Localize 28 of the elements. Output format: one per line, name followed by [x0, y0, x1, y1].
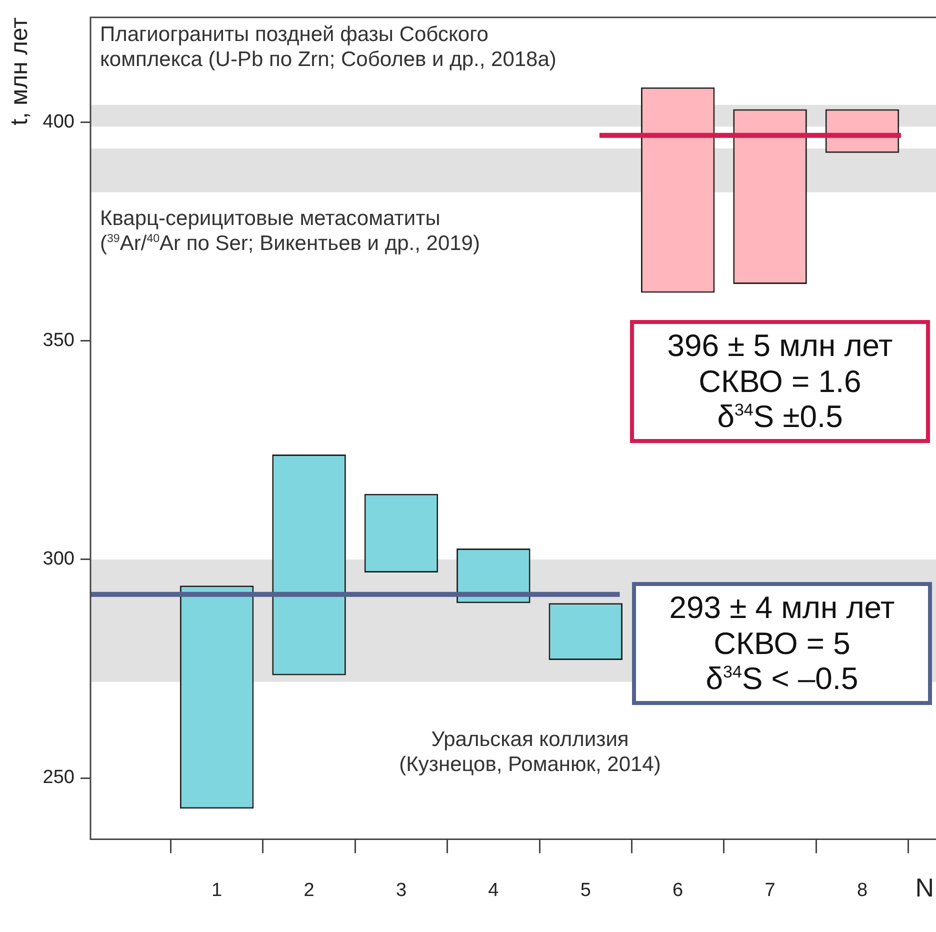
text-frame: 396 ± 5 млн лет СКВО = 1.6 δ$^{34}$S ±0.5: [630, 320, 930, 443]
x-tick-label: 6: [672, 880, 684, 901]
annotation: 293 ± 4 млн лет: [668, 590, 896, 626]
annotation: СКВО = 1.6: [698, 364, 862, 400]
text-frame: 293 ± 4 млн лет СКВО = 5 δ$^{34}$S < –0.5: [632, 582, 932, 705]
y-tick-label: 400: [42, 112, 74, 133]
y-tick-label: 300: [42, 548, 74, 570]
x-tick-label: 3: [396, 880, 407, 901]
annotation: (Кузнецов, Романюк, 2014): [398, 752, 662, 778]
x-tick-label: 2: [304, 880, 314, 901]
x-axis-title: N: [915, 872, 934, 902]
annotation: СКВО = 5: [712, 626, 852, 662]
annotation: 396 ± 5 млн лет: [666, 328, 894, 364]
y-tick-label: 350: [42, 330, 74, 352]
x-tick-label: 1: [212, 880, 222, 901]
x-tick-label: 4: [488, 880, 500, 901]
annotation: ($^{39}$Ar/$^{40}$Ar по Ser; Викентьев и др., 2019): [100, 231, 480, 256]
x-tick-label: 8: [856, 880, 868, 901]
y-axis-title: t, млн лет: [6, 17, 34, 126]
annotation: δ$^{34}$S ±0.5: [716, 399, 844, 435]
x-tick-label: 5: [580, 880, 591, 901]
annotation: Плагиограниты поздней фазы Собского: [100, 22, 490, 48]
y-tick-label: 250: [42, 767, 74, 788]
x-tick-label: 7: [764, 880, 776, 901]
annotation: δ$^{34}$S < –0.5: [704, 661, 860, 697]
annotation: Кварц-серицитовые метасоматиты: [100, 206, 442, 232]
annotation: Уральская коллизия: [430, 727, 630, 752]
annotation: комплекса (U-Pb по Zrn; Соболев и др., 2018а): [100, 47, 556, 72]
